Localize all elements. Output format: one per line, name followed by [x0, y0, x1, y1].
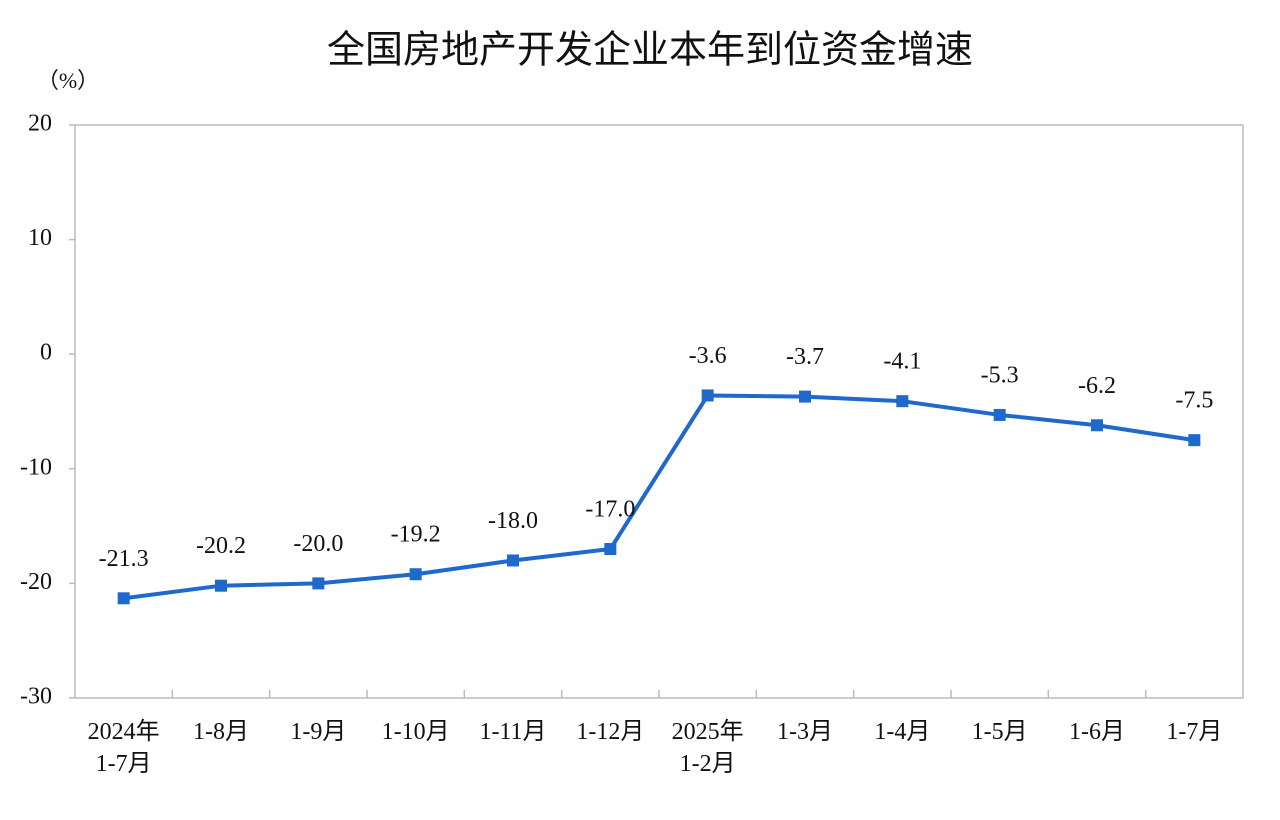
y-tick-label: -30 — [20, 684, 52, 710]
marker — [993, 408, 1006, 421]
y-tick-label: 20 — [28, 111, 52, 137]
data-label: -18.0 — [488, 508, 538, 534]
x-tick-label: 1-12月 — [576, 719, 645, 745]
marker — [604, 543, 617, 556]
data-label: -4.1 — [883, 349, 921, 375]
x-tick-label: 2024年 1-7月 — [87, 719, 160, 777]
x-tick-label: 2025年 1-2月 — [671, 719, 744, 777]
x-tick-label: 1-6月 — [1069, 719, 1125, 745]
data-label: -17.0 — [585, 497, 635, 523]
y-tick-label: -20 — [20, 569, 52, 595]
x-tick-label: 1-9月 — [290, 719, 347, 745]
data-label: -20.2 — [196, 533, 246, 559]
marker — [409, 568, 422, 581]
plot-frame — [74, 124, 1244, 699]
marker — [215, 579, 227, 592]
x-tick-label: 1-5月 — [971, 719, 1028, 745]
data-label: -3.6 — [689, 343, 727, 369]
data-label: -5.3 — [981, 362, 1019, 388]
data-label: -7.5 — [1175, 388, 1213, 414]
marker — [312, 577, 325, 590]
line — [123, 393, 1195, 601]
data-label: -3.7 — [786, 344, 824, 370]
marker — [799, 390, 811, 403]
y-tick-label: 10 — [28, 225, 52, 251]
marker — [896, 395, 909, 408]
x-tick-label: 1-7月 — [1166, 719, 1223, 745]
data-label: -21.3 — [99, 546, 149, 572]
marker — [1091, 419, 1103, 432]
data-label: -20.0 — [293, 531, 343, 557]
marker — [701, 389, 714, 402]
marker — [507, 554, 519, 567]
x-tick-label: 1-3月 — [777, 719, 833, 745]
chart-title: 全国房地产开发企业本年到位资金增速 — [327, 28, 973, 72]
marker — [117, 592, 130, 605]
y-tick-label: -10 — [20, 454, 52, 480]
data-label: -6.2 — [1078, 373, 1116, 399]
x-tick-label: 1-11月 — [479, 719, 547, 745]
y-tick-label: 0 — [40, 340, 52, 366]
x-tick-label: 1-4月 — [874, 719, 931, 745]
y-axis-label: （%） — [37, 68, 99, 93]
x-tick-label: 1-8月 — [193, 719, 249, 745]
data-label: -19.2 — [391, 522, 441, 548]
x-tick-label: 1-10月 — [381, 719, 450, 745]
marker — [1188, 434, 1201, 447]
